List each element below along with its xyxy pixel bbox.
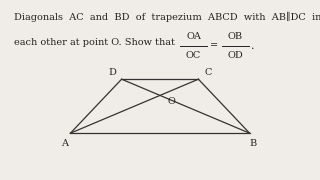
Text: A: A <box>61 139 68 148</box>
Text: each other at point O. Show that: each other at point O. Show that <box>14 38 175 47</box>
Text: OB: OB <box>228 32 243 41</box>
Text: D: D <box>108 68 116 77</box>
Text: =: = <box>210 41 219 50</box>
Text: B: B <box>249 139 256 148</box>
Text: OD: OD <box>227 51 243 60</box>
Text: Diagonals  AC  and  BD  of  trapezium  ABCD  with  AB∥DC  intersect: Diagonals AC and BD of trapezium ABCD wi… <box>14 12 320 22</box>
Text: OA: OA <box>186 32 201 41</box>
Text: OC: OC <box>186 51 201 60</box>
Text: O: O <box>167 97 175 106</box>
Text: C: C <box>204 68 212 77</box>
Text: .: . <box>251 41 255 51</box>
